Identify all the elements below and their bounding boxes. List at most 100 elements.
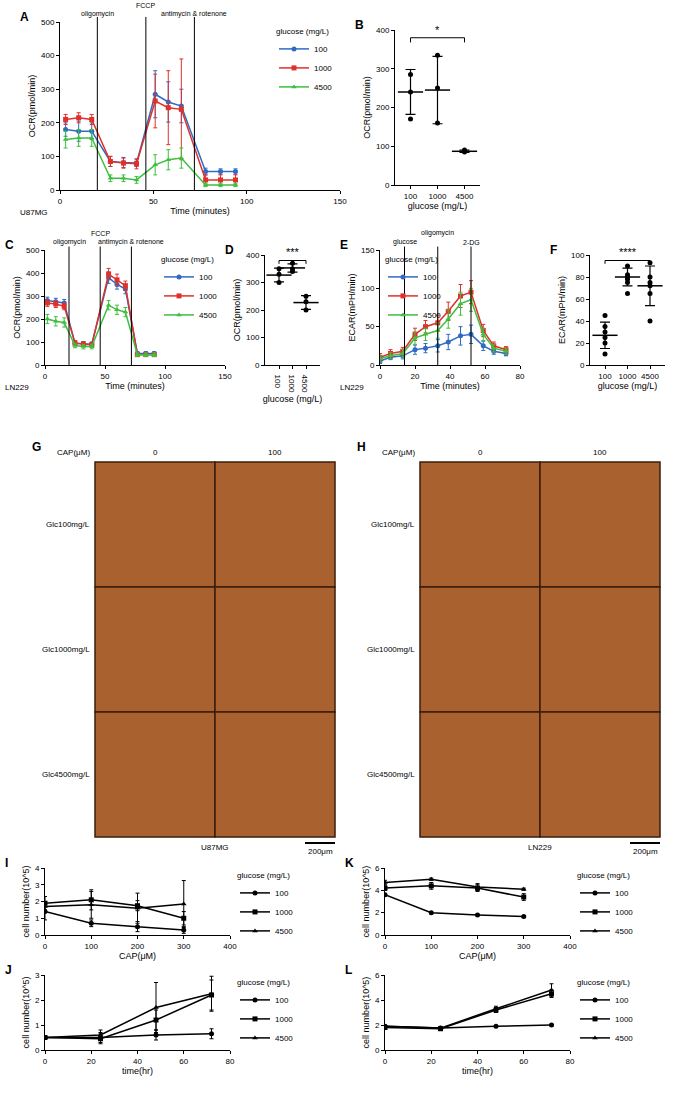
svg-text:20: 20 xyxy=(411,372,420,381)
svg-text:400: 400 xyxy=(223,942,237,951)
svg-text:***: *** xyxy=(286,246,300,258)
svg-text:0: 0 xyxy=(385,181,390,190)
svg-text:400: 400 xyxy=(246,251,260,260)
svg-text:1: 1 xyxy=(35,914,40,923)
svg-text:4500: 4500 xyxy=(641,372,659,381)
svg-text:500: 500 xyxy=(41,18,55,27)
svg-text:0: 0 xyxy=(370,361,375,370)
svg-text:200: 200 xyxy=(246,306,260,315)
svg-text:oligomycin: oligomycin xyxy=(81,10,114,18)
svg-text:0: 0 xyxy=(383,1057,388,1066)
svg-text:cell number(10^5): cell number(10^5) xyxy=(361,866,371,938)
svg-text:OCR(pmol/min): OCR(pmol/min) xyxy=(232,279,242,342)
svg-text:****: **** xyxy=(619,246,637,258)
svg-text:4: 4 xyxy=(375,996,380,1005)
svg-text:60: 60 xyxy=(519,1057,528,1066)
svg-text:0: 0 xyxy=(50,186,55,195)
svg-text:100: 100 xyxy=(423,273,437,282)
svg-text:100: 100 xyxy=(376,142,390,151)
svg-text:4500: 4500 xyxy=(423,311,441,320)
svg-text:antimycin & rotenone: antimycin & rotenone xyxy=(98,238,164,246)
svg-text:glucose: glucose xyxy=(393,238,417,246)
svg-text:100: 100 xyxy=(404,192,418,201)
svg-text:glucose (mg/L): glucose (mg/L) xyxy=(276,27,329,36)
svg-text:F: F xyxy=(550,243,557,257)
svg-text:glucose (mg/L): glucose (mg/L) xyxy=(263,394,323,404)
svg-text:FCCP: FCCP xyxy=(91,230,110,237)
svg-text:H: H xyxy=(357,440,366,454)
svg-text:100: 100 xyxy=(593,448,607,457)
svg-text:CAP(μM): CAP(μM) xyxy=(382,448,415,457)
svg-text:200: 200 xyxy=(376,103,390,112)
svg-text:4500: 4500 xyxy=(275,1034,293,1043)
svg-text:150: 150 xyxy=(218,372,232,381)
svg-text:0: 0 xyxy=(255,361,260,370)
svg-text:200: 200 xyxy=(41,119,55,128)
svg-text:1000: 1000 xyxy=(275,1015,293,1024)
svg-text:100: 100 xyxy=(361,284,375,293)
svg-text:40: 40 xyxy=(133,1057,142,1066)
svg-text:Glc4500mg/L: Glc4500mg/L xyxy=(367,770,415,779)
svg-text:80: 80 xyxy=(575,273,584,282)
svg-text:40: 40 xyxy=(473,1057,482,1066)
svg-text:4500: 4500 xyxy=(300,375,309,393)
svg-text:40: 40 xyxy=(446,372,455,381)
svg-text:60: 60 xyxy=(179,1057,188,1066)
svg-text:1000: 1000 xyxy=(314,64,332,73)
svg-text:6: 6 xyxy=(375,971,380,980)
svg-text:80: 80 xyxy=(566,1057,575,1066)
svg-text:50: 50 xyxy=(101,372,110,381)
svg-text:1000: 1000 xyxy=(275,908,293,917)
svg-text:OCR(pmol/min): OCR(pmol/min) xyxy=(362,76,372,139)
svg-text:60: 60 xyxy=(575,295,584,304)
svg-text:Glc100mg/L: Glc100mg/L xyxy=(46,520,90,529)
svg-text:100: 100 xyxy=(275,996,289,1005)
svg-text:200: 200 xyxy=(131,942,145,951)
svg-text:400: 400 xyxy=(563,942,577,951)
svg-text:0: 0 xyxy=(35,1046,40,1055)
svg-text:A: A xyxy=(20,10,29,24)
svg-text:oligomycin: oligomycin xyxy=(53,238,86,246)
svg-text:100: 100 xyxy=(268,448,282,457)
svg-text:1000: 1000 xyxy=(287,375,296,393)
svg-text:LN229: LN229 xyxy=(340,383,364,392)
svg-text:20: 20 xyxy=(575,339,584,348)
svg-text:3: 3 xyxy=(35,881,40,890)
svg-text:1000: 1000 xyxy=(615,1015,633,1024)
svg-text:4500: 4500 xyxy=(199,311,217,320)
svg-text:ECAR(mPH/min): ECAR(mPH/min) xyxy=(347,273,357,341)
svg-text:4500: 4500 xyxy=(456,192,474,201)
svg-text:300: 300 xyxy=(246,278,260,287)
svg-text:150: 150 xyxy=(333,197,347,206)
svg-text:2-DG: 2-DG xyxy=(463,239,480,246)
svg-text:400: 400 xyxy=(41,51,55,60)
svg-text:2: 2 xyxy=(35,996,40,1005)
svg-text:glucose (mg/L): glucose (mg/L) xyxy=(237,871,290,880)
svg-text:150: 150 xyxy=(361,246,375,255)
svg-text:D: D xyxy=(225,243,234,257)
svg-text:glucose (mg/L): glucose (mg/L) xyxy=(598,381,658,391)
svg-text:2: 2 xyxy=(375,908,380,917)
svg-text:20: 20 xyxy=(87,1057,96,1066)
svg-text:LN229: LN229 xyxy=(528,843,552,852)
svg-text:0: 0 xyxy=(580,361,585,370)
svg-text:Time (minutes): Time (minutes) xyxy=(420,381,480,391)
svg-text:glucose (mg/L): glucose (mg/L) xyxy=(577,871,630,880)
svg-text:100: 100 xyxy=(571,251,585,260)
svg-text:antimycin & rotenone: antimycin & rotenone xyxy=(161,10,227,18)
svg-text:1: 1 xyxy=(35,1021,40,1030)
svg-text:CAP(μM): CAP(μM) xyxy=(57,448,90,457)
svg-text:100: 100 xyxy=(41,152,55,161)
svg-text:400: 400 xyxy=(376,26,390,35)
svg-text:4: 4 xyxy=(35,864,40,873)
svg-text:time(hr): time(hr) xyxy=(122,1066,153,1076)
svg-text:1000: 1000 xyxy=(615,908,633,917)
svg-text:4500: 4500 xyxy=(314,83,332,92)
svg-text:0: 0 xyxy=(153,448,158,457)
svg-text:100: 100 xyxy=(26,338,40,347)
svg-text:cell number(10^5): cell number(10^5) xyxy=(21,866,31,938)
svg-text:200μm: 200μm xyxy=(308,847,333,856)
svg-text:ECAR(mPH/min): ECAR(mPH/min) xyxy=(557,276,567,344)
svg-text:500: 500 xyxy=(26,246,40,255)
svg-text:U87MG: U87MG xyxy=(20,208,48,217)
